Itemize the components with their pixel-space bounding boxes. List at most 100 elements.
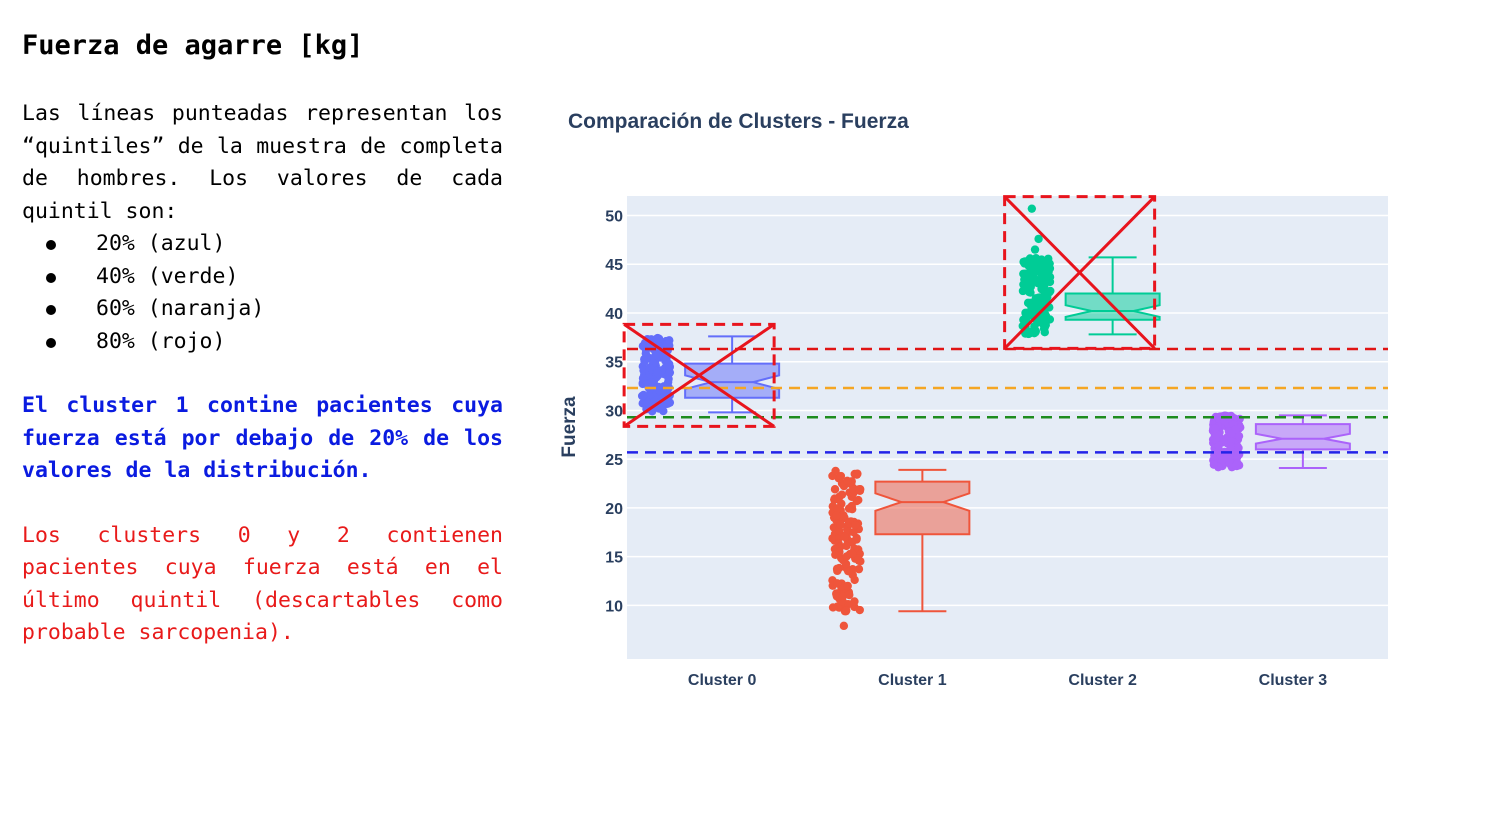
data-point — [853, 469, 862, 478]
data-point — [1019, 315, 1028, 324]
data-point — [831, 550, 840, 559]
bullet-icon — [46, 337, 56, 348]
strike-frame — [1003, 195, 1157, 350]
data-point — [1044, 271, 1053, 281]
y-tick-label: 45 — [605, 257, 623, 274]
data-point — [1039, 324, 1049, 333]
data-point — [664, 359, 674, 369]
y-tick-label: 25 — [605, 452, 623, 469]
data-point — [1234, 443, 1243, 453]
data-point — [1034, 265, 1043, 274]
x-tick-label: Cluster 3 — [1259, 672, 1328, 689]
box-cluster-2 — [1018, 204, 1161, 339]
data-point — [1027, 204, 1037, 213]
data-point — [838, 592, 847, 601]
data-point — [832, 579, 842, 588]
data-point — [832, 564, 842, 574]
data-point — [842, 541, 851, 551]
box-body — [874, 480, 971, 536]
data-point — [845, 590, 854, 600]
data-point — [1022, 308, 1032, 318]
quintile-item-60: 60% (naranja) — [22, 293, 503, 326]
quintile-item-40: 40% (verde) — [22, 261, 503, 294]
data-point — [664, 339, 673, 348]
data-point — [654, 334, 664, 344]
data-point — [637, 391, 647, 401]
data-point — [850, 575, 859, 585]
data-point — [645, 363, 655, 372]
y-tick-label: 15 — [605, 550, 623, 567]
strike-frame — [622, 322, 776, 428]
data-point — [830, 485, 840, 494]
grid-layer — [627, 214, 1388, 607]
data-point — [1036, 257, 1046, 267]
data-point — [1233, 459, 1242, 468]
y-tick-label: 10 — [605, 598, 623, 615]
y-tick-label: 50 — [605, 208, 623, 225]
data-point — [854, 564, 864, 574]
slide-title: Fuerza de agarre [kg] — [22, 30, 364, 61]
data-point — [832, 511, 841, 520]
data-point — [665, 368, 675, 377]
data-point — [854, 554, 863, 563]
y-tick-label: 30 — [605, 403, 623, 420]
data-point — [1211, 424, 1220, 433]
data-point — [647, 378, 656, 387]
data-point — [1024, 268, 1034, 278]
data-point — [658, 401, 668, 410]
y-tick-labels: 10 15 20 25 30 35 40 45 50 — [605, 208, 623, 615]
data-point — [841, 559, 851, 569]
data-point — [843, 581, 852, 591]
data-point — [1032, 276, 1042, 285]
x-tick-labels: Cluster 0 Cluster 1 Cluster 2 Cluster 3 — [688, 672, 1327, 689]
data-point — [646, 389, 655, 399]
data-point — [1046, 286, 1055, 296]
data-point — [842, 552, 851, 561]
data-point — [849, 527, 858, 537]
data-point — [843, 476, 852, 485]
y-axis-label: Fuerza — [559, 396, 580, 458]
data-point — [834, 495, 843, 504]
data-point — [1034, 234, 1043, 244]
data-point — [1232, 453, 1242, 462]
data-point — [643, 398, 653, 408]
data-point — [844, 504, 854, 513]
strike-cluster-2 — [1003, 195, 1157, 350]
quintile-label: 40% (verde) — [96, 263, 239, 289]
data-point — [1214, 441, 1223, 450]
data-point — [836, 471, 846, 481]
data-point — [1039, 317, 1048, 327]
strike-diagonal — [623, 323, 775, 428]
quintile-item-20: 20% (azul) — [22, 228, 503, 261]
data-point — [1225, 458, 1235, 467]
y-tick-label: 40 — [605, 306, 623, 323]
data-point — [654, 382, 663, 392]
quintile-label: 20% (azul) — [96, 231, 226, 256]
data-point — [1218, 455, 1227, 464]
data-point — [831, 466, 840, 476]
box-cluster-1 — [828, 466, 971, 631]
quintile-label: 80% (rojo) — [96, 328, 226, 354]
data-point — [1031, 327, 1040, 337]
strike-diagonal — [1003, 195, 1156, 350]
data-point — [1227, 429, 1236, 438]
data-point — [855, 605, 864, 615]
data-point — [854, 485, 864, 494]
data-point — [828, 603, 838, 612]
data-point — [1209, 460, 1219, 469]
data-point — [1032, 300, 1042, 309]
bullet-icon — [46, 305, 56, 315]
data-point — [642, 353, 652, 363]
text-column: Las líneas punteadas representan los “qu… — [22, 98, 503, 650]
data-point — [842, 606, 851, 615]
intro-text: Las líneas punteadas representan los “qu… — [22, 101, 503, 224]
data-point — [836, 520, 845, 529]
bullet-icon — [46, 240, 56, 250]
data-point — [1023, 277, 1033, 287]
data-point — [1018, 286, 1028, 296]
data-point — [839, 621, 849, 631]
data-point — [850, 520, 860, 530]
data-point — [1020, 259, 1029, 268]
note-clusters-0-2: Los clusters 0 y 2 contienen pacientes c… — [22, 522, 503, 646]
chart-title: Comparación de Clusters - Fuerza — [568, 110, 909, 133]
